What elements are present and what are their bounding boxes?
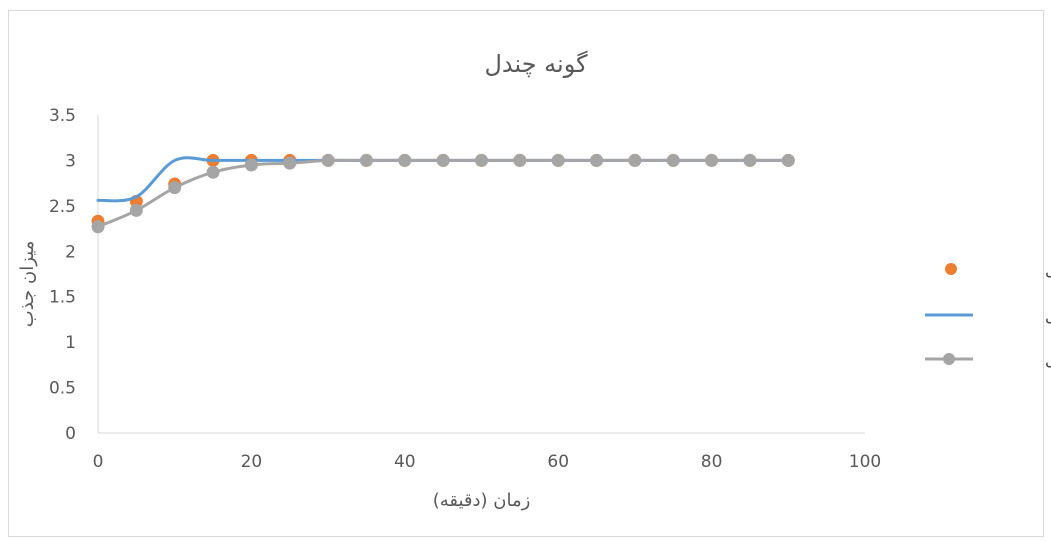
data-point <box>743 153 757 167</box>
y-tick-label: 1 <box>65 333 76 353</box>
legend-marker <box>945 263 957 275</box>
x-tick-label: 20 <box>241 452 263 472</box>
data-point <box>244 158 258 172</box>
data-point <box>436 153 450 167</box>
series-line <box>96 158 790 229</box>
y-tick-label: 3.5 <box>49 106 76 126</box>
chart-area <box>8 10 1044 537</box>
legend-marker <box>943 353 955 365</box>
legend-label: ساقه چندل <box>1045 260 1051 279</box>
y-tick-label: 0 <box>65 424 76 444</box>
y-axis-title: میزان جذب <box>17 241 38 327</box>
x-tick-label: 40 <box>394 452 416 472</box>
data-point <box>321 153 335 167</box>
data-point <box>551 153 565 167</box>
x-axis-title: زمان (دقیقه) <box>433 490 531 511</box>
y-tick-label: 1.5 <box>49 288 76 308</box>
data-point <box>781 153 795 167</box>
data-point <box>168 181 182 195</box>
legend-label: ریشه چندل <box>1045 350 1051 370</box>
data-point <box>590 153 604 167</box>
x-tick-label: 0 <box>93 452 104 472</box>
legend-label: برگ چندل <box>1045 306 1051 326</box>
data-point <box>206 165 220 179</box>
data-point <box>513 153 527 167</box>
legend: ساقه چندل برگ چندل ریشه چندل <box>925 260 1051 370</box>
y-tick-label: 0.5 <box>49 379 76 399</box>
data-point <box>475 153 488 167</box>
data-point <box>359 153 373 167</box>
x-tick-label: 100 <box>849 452 881 472</box>
data-point <box>91 220 105 234</box>
data-point <box>129 203 143 217</box>
y-tick-label: 2 <box>65 242 76 262</box>
x-tick-label: 80 <box>701 452 723 472</box>
chart-title: گونه چندل <box>484 50 588 78</box>
data-point <box>628 153 642 167</box>
data-point <box>398 153 412 167</box>
y-tick-label: 3 <box>65 151 76 171</box>
x-tick-label: 60 <box>547 452 569 472</box>
data-point <box>666 153 680 167</box>
y-tick-label: 2.5 <box>49 197 76 217</box>
data-point <box>705 153 719 167</box>
data-point <box>283 156 297 170</box>
series-3 <box>91 153 795 234</box>
